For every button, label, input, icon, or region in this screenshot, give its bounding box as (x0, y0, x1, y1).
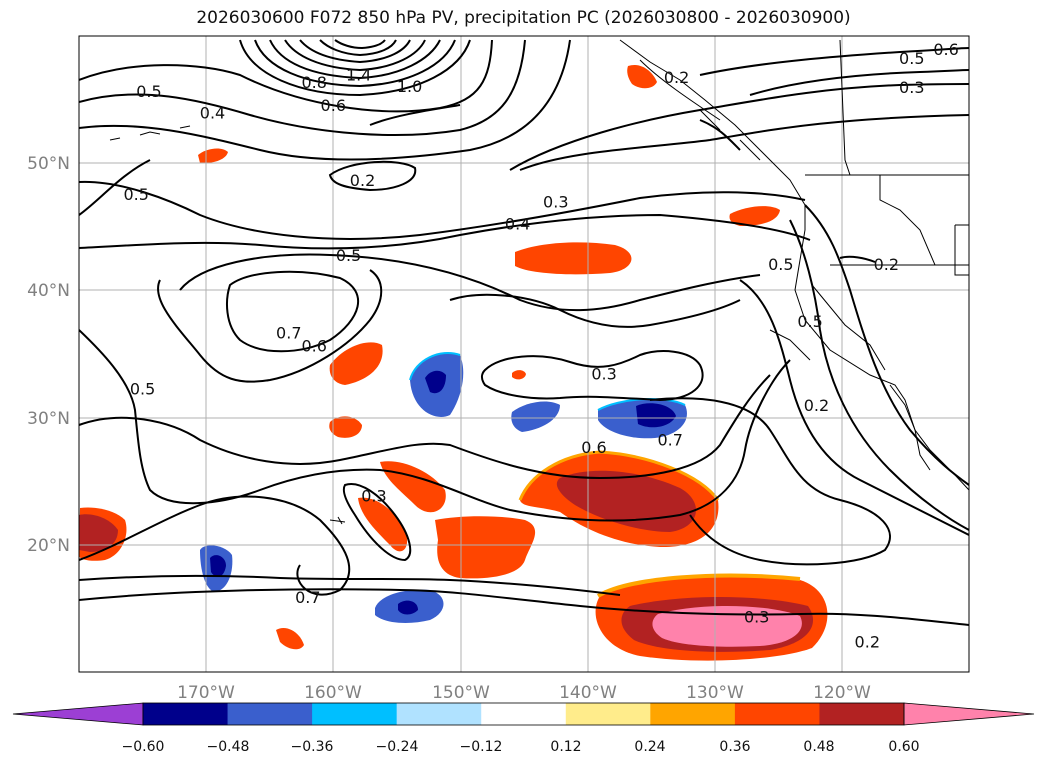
contour-label: 0.6 (301, 336, 326, 355)
contour-label: 0.3 (361, 486, 386, 505)
contour-label: 0.4 (505, 214, 530, 233)
colorbar-tick-label: −0.12 (460, 739, 503, 755)
colorbar-segment (396, 703, 482, 725)
coastline-borders (109, 39, 969, 525)
colorbar-tick-label: −0.36 (291, 739, 334, 755)
lon-tick-label: 170°W (177, 683, 235, 703)
colorbar-extend-low (12, 702, 144, 726)
contour-label: 0.7 (276, 324, 301, 343)
colorbar-segment (227, 703, 313, 725)
lat-tick-labels: 20°N 30°N 40°N 50°N (27, 154, 70, 556)
map-plot-area[interactable]: 1.40.8 1.00.50.60.40.20.5 0.30.40.50.70.60… (78, 35, 970, 673)
map-frame (78, 35, 970, 673)
contour-label: 0.5 (130, 380, 155, 399)
map-title: 2026030600 F072 850 hPa PV, precipitatio… (196, 8, 851, 28)
lon-tick-label: 160°W (304, 683, 362, 703)
contour-label: 0.8 (301, 73, 326, 92)
contour-label: 0.6 (933, 40, 958, 59)
contour-labels: 1.40.8 1.00.50.60.40.20.5 0.30.40.50.70.60… (123, 40, 958, 652)
contour-label: 0.3 (543, 193, 568, 212)
pv-contours (79, 39, 969, 626)
contour-label: 0.2 (804, 396, 829, 415)
colorbar-segment (650, 703, 736, 725)
contour-label: 0.6 (321, 96, 346, 115)
colorbar-tick-label: 0.48 (803, 739, 834, 755)
contour-label: 1.4 (346, 65, 371, 84)
contour-label: 0.5 (768, 255, 793, 274)
contour-label: 0.2 (874, 255, 899, 274)
contour-label: 0.7 (295, 588, 320, 607)
lon-tick-label: 150°W (432, 683, 490, 703)
contour-label: 0.3 (591, 364, 616, 383)
contour-label: 0.5 (136, 82, 161, 101)
colorbar-tick-label: 0.36 (719, 739, 750, 755)
lon-tick-label: 140°W (559, 683, 617, 703)
colorbar-tick-label: 0.24 (634, 739, 665, 755)
colorbar-segment (481, 703, 567, 725)
contour-label: 0.6 (581, 438, 606, 457)
contour-label: 0.5 (123, 185, 148, 204)
contour-label: 0.5 (797, 312, 822, 331)
lat-tick-label: 50°N (27, 154, 70, 174)
lon-tick-label: 120°W (813, 683, 871, 703)
contour-label: 0.2 (664, 68, 689, 87)
colorbar-segment (819, 703, 905, 725)
colorbar-tick-label: 0.12 (550, 739, 581, 755)
colorbar-tick-label: 0.60 (888, 739, 919, 755)
colorbar-tick-label: −0.48 (207, 739, 250, 755)
lat-tick-label: 30°N (27, 409, 70, 429)
colorbar-segment (312, 703, 398, 725)
contour-label: 0.3 (744, 607, 769, 626)
lon-tick-label: 130°W (686, 683, 744, 703)
colorbar-tick-label: −0.24 (376, 739, 419, 755)
colorbar-tick-label: −0.60 (122, 739, 165, 755)
contour-label: 0.2 (855, 633, 880, 652)
lat-tick-label: 40°N (27, 281, 70, 301)
lon-tick-labels: 170°W 160°W 150°W 140°W 130°W 120°W (177, 683, 871, 703)
contour-label: 0.5 (336, 246, 361, 265)
contour-label: 0.5 (899, 49, 924, 68)
colorbar: −0.60 −0.48 −0.36 −0.24 −0.12 0.12 0.24 … (12, 702, 1035, 755)
colorbar-segment (734, 703, 820, 725)
contour-label: 1.0 (397, 77, 422, 96)
contour-label: 0.2 (350, 171, 375, 190)
colorbar-segment (565, 703, 651, 725)
colorbar-extend-high (903, 702, 1035, 726)
contour-label: 0.3 (899, 78, 924, 97)
colorbar-segment (143, 703, 229, 725)
colorbar-tick-labels: −0.60 −0.48 −0.36 −0.24 −0.12 0.12 0.24 … (122, 739, 920, 755)
lat-tick-label: 20°N (27, 536, 70, 556)
contour-label: 0.7 (657, 430, 682, 449)
colorbar-segments (143, 703, 905, 725)
contour-label: 0.4 (200, 104, 225, 123)
